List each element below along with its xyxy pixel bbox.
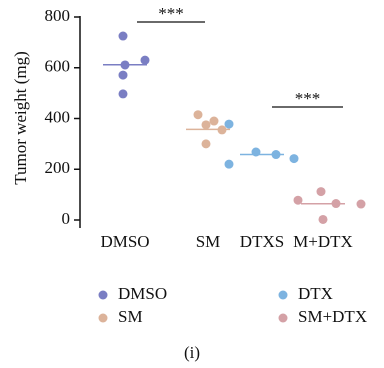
legend-marker xyxy=(98,290,108,300)
data-point xyxy=(118,31,128,41)
y-tick-label: 800 xyxy=(45,6,71,25)
significance-label: *** xyxy=(158,4,184,23)
data-point xyxy=(140,55,150,65)
data-point xyxy=(209,116,219,126)
data-point xyxy=(318,214,328,224)
data-point xyxy=(201,120,211,130)
legend-marker xyxy=(98,313,108,323)
legend-marker xyxy=(278,313,288,323)
x-tick-label: DTXS xyxy=(240,232,284,251)
data-point xyxy=(201,139,211,149)
data-point xyxy=(289,154,299,164)
y-tick-label: 200 xyxy=(45,158,71,177)
y-axis-label: Tumor weight (mg) xyxy=(11,51,30,185)
y-tick-label: 600 xyxy=(45,57,71,76)
legend-label: DMSO xyxy=(118,284,167,303)
data-point xyxy=(224,159,234,169)
data-point xyxy=(356,199,366,209)
data-point xyxy=(118,89,128,99)
data-point xyxy=(293,195,303,205)
x-tick-label: M+DTX xyxy=(293,232,353,251)
legend-label: SM+DTX xyxy=(298,307,367,326)
data-point xyxy=(118,70,128,80)
legend-label: DTX xyxy=(298,284,333,303)
y-tick-label: 0 xyxy=(62,209,71,228)
significance-label: *** xyxy=(295,89,321,108)
x-tick-label: SM xyxy=(196,232,221,251)
data-point xyxy=(224,119,234,129)
data-point xyxy=(193,110,203,120)
caption: (i) xyxy=(184,343,200,362)
x-tick-label: DMSO xyxy=(100,232,149,251)
legend-label: SM xyxy=(118,307,143,326)
y-tick-label: 400 xyxy=(45,107,71,126)
legend-marker xyxy=(278,290,288,300)
data-point xyxy=(316,187,326,197)
